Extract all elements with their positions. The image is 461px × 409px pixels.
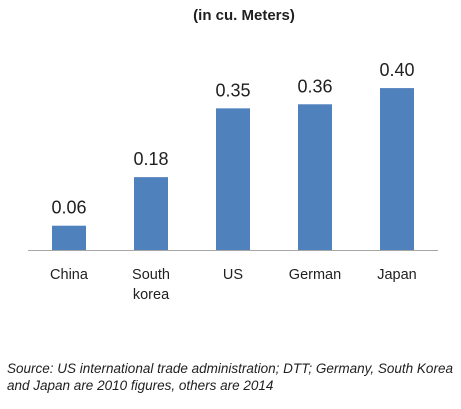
x-tick-label: US	[223, 267, 243, 283]
bar-german	[298, 104, 332, 251]
x-tick-label: German	[289, 267, 341, 283]
bars-group	[52, 88, 414, 251]
x-tick-label: Japan	[377, 267, 417, 283]
bar-south-korea	[134, 177, 168, 250]
data-label: 0.35	[215, 80, 250, 100]
data-label: 0.18	[133, 149, 168, 169]
x-tick-label: South korea	[132, 267, 170, 303]
bar-japan	[380, 88, 414, 250]
x-tick-label: China	[50, 267, 89, 283]
source-note: Source: US international trade administr…	[7, 361, 453, 393]
bar-us	[216, 108, 250, 250]
data-label: 0.40	[379, 60, 414, 80]
data-label: 0.36	[297, 76, 332, 96]
x-tick-labels-group: China South korea US German Japan	[50, 267, 417, 303]
bar-china	[52, 225, 86, 250]
bar-chart: (in cu. Meters) 0.06 0.18 0.35 0.36 0.40 Chi…	[28, 7, 438, 303]
chart-subtitle: (in cu. Meters)	[193, 7, 295, 24]
data-labels-group: 0.06 0.18 0.35 0.36 0.40	[51, 60, 414, 218]
data-label: 0.06	[51, 198, 86, 218]
